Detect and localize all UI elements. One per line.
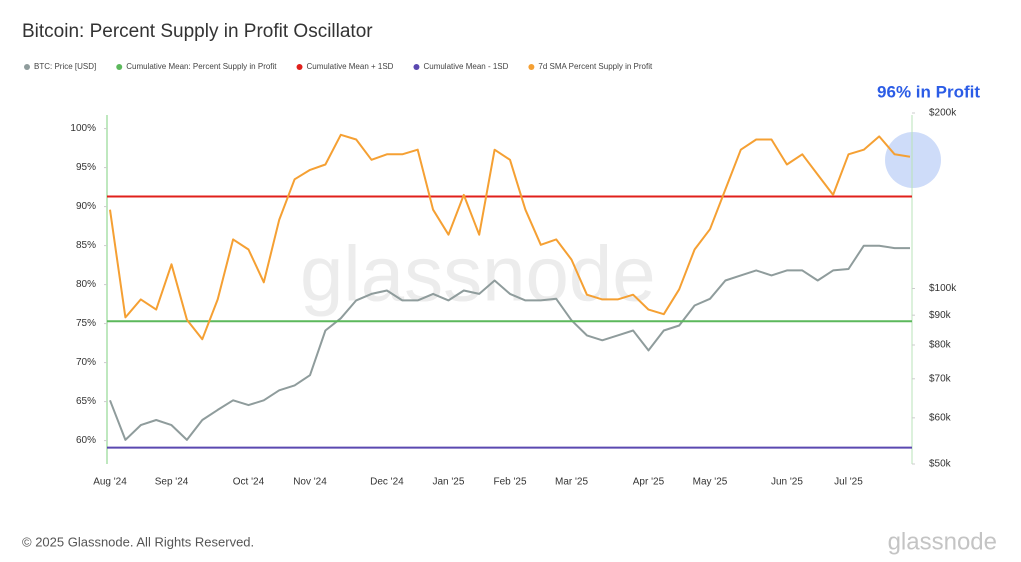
- y-tick-label: 60%: [76, 435, 96, 446]
- legend-label: Cumulative Mean: Percent Supply in Profi…: [126, 62, 277, 71]
- x-tick-label: Dec '24: [370, 477, 404, 488]
- y-tick-label: 100%: [70, 123, 96, 134]
- x-tick-label: Apr '25: [633, 477, 665, 488]
- logo: glassnode: [888, 528, 997, 555]
- x-tick-label: Nov '24: [293, 477, 327, 488]
- legend-marker: [24, 64, 30, 70]
- y-tick-label: 65%: [76, 396, 96, 407]
- legend-marker: [413, 64, 420, 70]
- y2-tick-label: $70k: [929, 373, 952, 384]
- series-line: [109, 133, 911, 341]
- highlight-circle: [885, 132, 941, 188]
- x-tick-label: Jan '25: [432, 477, 464, 488]
- y-tick-label: 95%: [76, 162, 96, 173]
- legend-marker: [296, 64, 303, 70]
- y2-tick-label: $100k: [929, 283, 957, 294]
- x-tick-label: Oct '24: [233, 477, 265, 488]
- legend-marker: [116, 64, 123, 70]
- legend-marker: [528, 64, 535, 70]
- annotation: 96% in Profit: [877, 82, 980, 101]
- x-tick-label: Feb '25: [493, 477, 526, 488]
- y2-tick-label: $90k: [929, 310, 952, 321]
- y2-tick-label: $200k: [929, 108, 957, 119]
- y-tick-label: 75%: [76, 318, 96, 329]
- series-line: [109, 244, 910, 441]
- legend-label: Cumulative Mean + 1SD: [307, 62, 394, 71]
- y-tick-label: 90%: [76, 201, 96, 212]
- legend-label: 7d SMA Percent Supply in Profit: [538, 62, 653, 71]
- x-tick-label: May '25: [693, 477, 728, 488]
- legend-label: BTC: Price [USD]: [34, 62, 96, 71]
- y-tick-label: 80%: [76, 279, 96, 290]
- y2-tick-label: $50k: [929, 459, 952, 470]
- x-tick-label: Jun '25: [771, 477, 803, 488]
- y2-tick-label: $60k: [929, 412, 952, 423]
- x-tick-label: Jul '25: [834, 477, 863, 488]
- chart-title: Bitcoin: Percent Supply in Profit Oscill…: [22, 21, 373, 42]
- copyright: © 2025 Glassnode. All Rights Reserved.: [22, 534, 254, 549]
- x-tick-label: Mar '25: [555, 477, 588, 488]
- y2-tick-label: $80k: [929, 340, 952, 351]
- x-tick-label: Sep '24: [155, 477, 189, 488]
- y-tick-label: 85%: [76, 240, 96, 251]
- y-tick-label: 70%: [76, 357, 96, 368]
- legend-label: Cumulative Mean - 1SD: [423, 62, 508, 71]
- x-tick-label: Aug '24: [93, 477, 127, 488]
- watermark: glassnode: [300, 230, 656, 318]
